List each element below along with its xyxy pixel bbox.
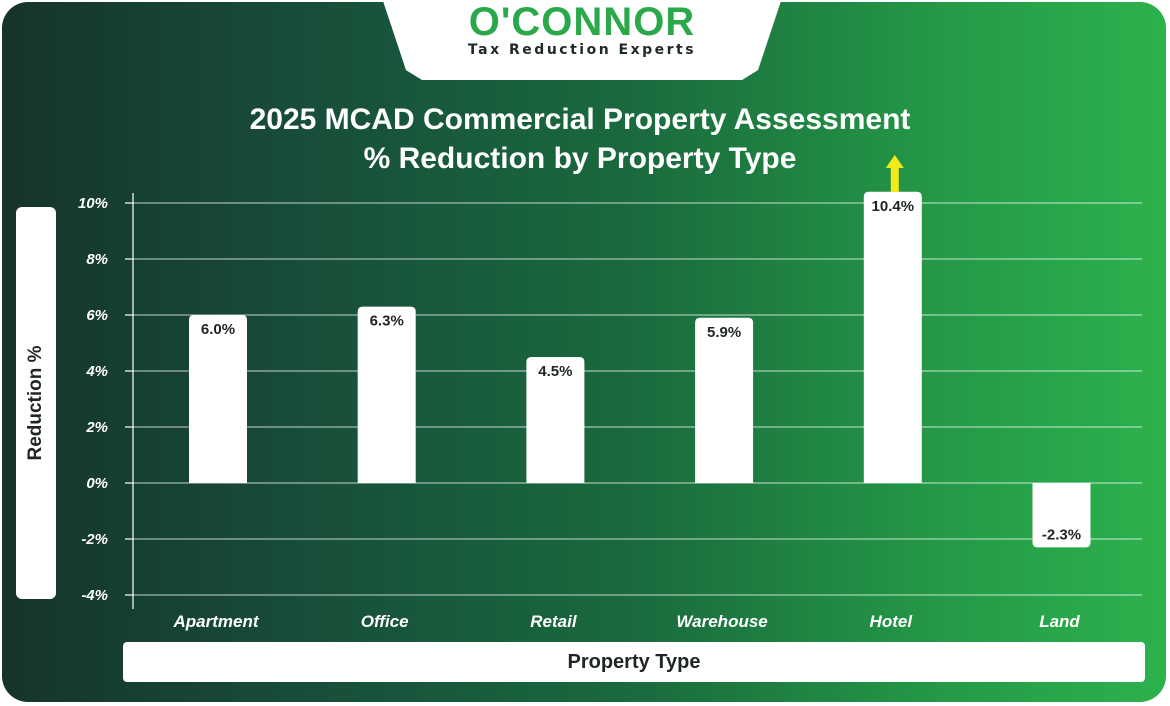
x-tick-label: Warehouse <box>676 612 767 631</box>
bar-hotel <box>863 191 922 484</box>
y-tick-label: -4% <box>81 587 108 604</box>
data-label: 10.4% <box>872 198 915 215</box>
data-label: 6.0% <box>201 321 235 338</box>
data-label: 4.5% <box>538 363 572 380</box>
bar-office <box>357 306 416 483</box>
x-tick-label: Hotel <box>870 612 914 631</box>
y-tick-label: 8% <box>86 251 108 268</box>
y-axis-label-box <box>16 207 56 599</box>
y-tick-label: 2% <box>85 419 108 436</box>
chart-subtitle: % Reduction by Property Type <box>363 142 797 175</box>
x-tick-label: Office <box>361 612 409 631</box>
y-tick-label: 4% <box>85 363 108 380</box>
x-tick-label: Apartment <box>172 612 259 631</box>
y-tick-label: -2% <box>81 531 108 548</box>
bar-apartment <box>189 315 247 483</box>
bar-retail <box>526 357 585 483</box>
x-axis-label-box: Property Type <box>123 642 1145 682</box>
chart-title: 2025 MCAD Commercial Property Assessment <box>249 103 911 136</box>
logo-tab: O'CONNOR Tax Reduction Experts <box>382 2 782 80</box>
x-axis-label: Property Type <box>567 651 701 673</box>
brand-logo: O'CONNOR <box>468 2 696 44</box>
y-tick-label: 0% <box>86 475 108 492</box>
data-label: -2.3% <box>1042 526 1081 543</box>
bar-land <box>1032 483 1091 548</box>
up-arrow-icon <box>885 155 904 192</box>
bar-warehouse <box>695 317 754 483</box>
y-tick-label: 10% <box>78 195 108 212</box>
brand-tagline: Tax Reduction Experts <box>467 42 697 58</box>
y-tick-label: 6% <box>86 307 108 324</box>
x-tick-label: Retail <box>530 612 578 631</box>
data-label: 5.9% <box>707 324 741 341</box>
data-label: 6.3% <box>370 313 404 330</box>
x-tick-label: Land <box>1039 612 1080 631</box>
